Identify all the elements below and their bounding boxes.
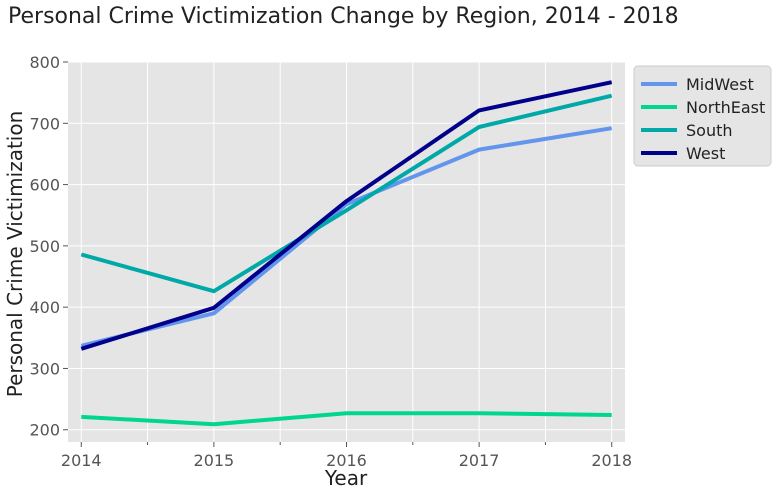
x-tick-label: 2014 (61, 451, 102, 470)
x-axis-label: Year (324, 466, 368, 490)
y-axis-label: Personal Crime Victimization (3, 111, 27, 398)
x-tick-labels: 2014 2015 2016 2017 2018 (61, 451, 632, 470)
y-tick-label: 800 (29, 53, 60, 72)
series-line-northeast (81, 411, 612, 427)
y-tick-label: 500 (29, 237, 60, 256)
y-tick-label: 600 (29, 176, 60, 195)
y-tick-labels: 200 300 400 500 600 700 800 (29, 53, 60, 440)
chart-title: Personal Crime Victimization Change by R… (8, 4, 679, 29)
y-tick-label: 200 (29, 421, 60, 440)
series-line-south (80, 93, 613, 294)
legend: MidWest NorthEast South West (633, 65, 772, 167)
y-tick-label: 700 (29, 114, 60, 133)
series-line-midwest (80, 126, 613, 348)
x-tick-label: 2016 (326, 451, 367, 470)
legend-label-west: West (686, 144, 725, 163)
series-line-west (80, 80, 613, 351)
series-lines (80, 80, 613, 427)
x-tick-label: 2018 (591, 451, 632, 470)
x-tick-label: 2017 (459, 451, 500, 470)
y-tick-label: 400 (29, 298, 60, 317)
legend-label-northeast: NorthEast (686, 98, 765, 117)
tick-marks (63, 61, 613, 447)
legend-label-midwest: MidWest (686, 75, 754, 94)
x-tick-label: 2015 (194, 451, 235, 470)
legend-label-south: South (686, 121, 733, 140)
legend-box (633, 65, 772, 167)
y-tick-label: 300 (29, 359, 60, 378)
